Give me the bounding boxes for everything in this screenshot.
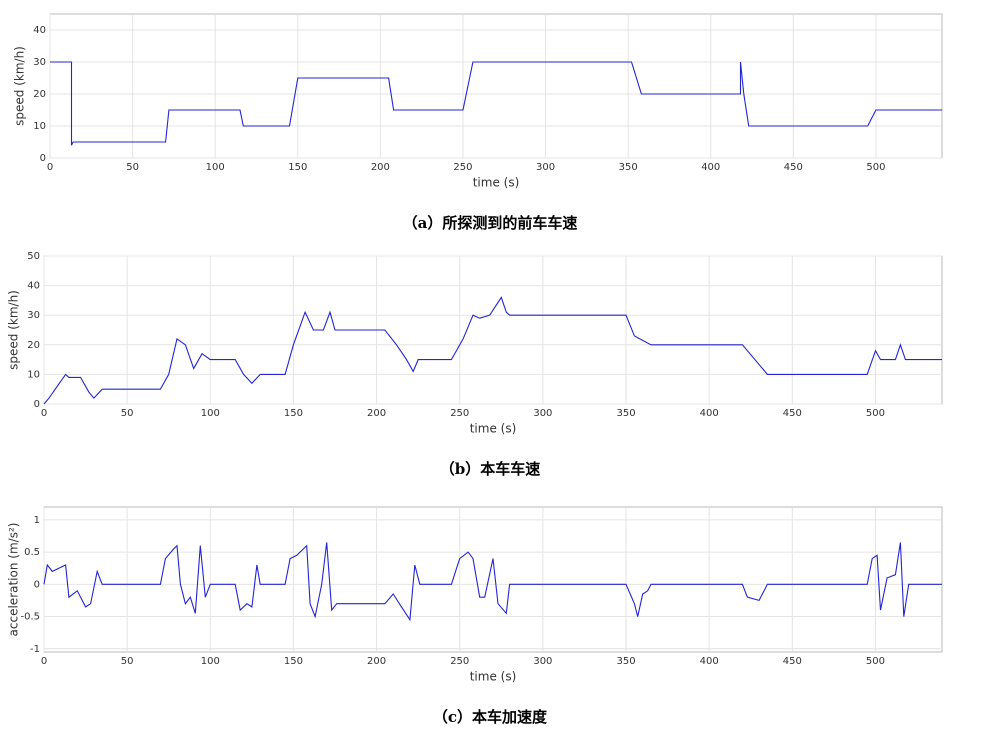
- y-axis-label: speed (km/h): [13, 46, 27, 126]
- caption: （b）本车车速: [440, 460, 541, 478]
- x-tick-label: 50: [126, 162, 139, 173]
- x-tick-label: 50: [121, 656, 134, 667]
- x-tick-label: 150: [284, 656, 303, 667]
- x-tick-label: 350: [616, 656, 635, 667]
- y-tick-label: 0.5: [24, 547, 40, 558]
- y-tick-label: -1: [30, 644, 40, 655]
- x-tick-label: 300: [533, 656, 552, 667]
- caption: （a）所探测到的前车车速: [403, 214, 578, 232]
- data-line: [43, 296, 942, 405]
- x-tick-label: 100: [206, 162, 225, 173]
- y-tick-label: 20: [33, 89, 46, 100]
- x-axis-label: time (s): [470, 670, 517, 684]
- plot-area: [43, 506, 943, 653]
- x-tick-label: 400: [700, 408, 719, 419]
- x-tick-label: 500: [866, 656, 885, 667]
- x-tick-label: 250: [450, 408, 469, 419]
- x-tick-label: 0: [41, 656, 47, 667]
- x-tick-label: 250: [450, 656, 469, 667]
- x-tick-label: 450: [783, 656, 802, 667]
- y-tick-label: 10: [33, 121, 46, 132]
- y-axis-label: acceleration (m/s²): [7, 523, 21, 637]
- x-tick-label: 200: [367, 656, 386, 667]
- x-tick-label: 300: [533, 408, 552, 419]
- y-tick-label: 50: [27, 251, 40, 262]
- x-axis-label: time (s): [473, 176, 520, 190]
- x-tick-label: 500: [866, 162, 885, 173]
- y-tick-label: 0: [34, 579, 40, 590]
- x-tick-label: 250: [453, 162, 472, 173]
- x-tick-label: 450: [783, 408, 802, 419]
- x-tick-label: 150: [284, 408, 303, 419]
- x-tick-label: 400: [700, 656, 719, 667]
- caption: （c）本车加速度: [433, 708, 548, 726]
- x-tick-label: 450: [784, 162, 803, 173]
- y-tick-label: -0.5: [20, 612, 40, 623]
- y-axis-label: speed (km/h): [7, 290, 21, 370]
- x-tick-label: 300: [536, 162, 555, 173]
- y-tick-label: 30: [27, 310, 40, 321]
- x-tick-label: 0: [41, 408, 47, 419]
- x-tick-label: 400: [701, 162, 720, 173]
- y-tick-label: 30: [33, 57, 46, 68]
- x-tick-label: 350: [616, 408, 635, 419]
- data-line: [43, 542, 942, 622]
- x-tick-label: 0: [47, 162, 53, 173]
- x-tick-label: 100: [201, 408, 220, 419]
- y-tick-label: 0: [40, 153, 46, 164]
- x-tick-label: 350: [619, 162, 638, 173]
- y-tick-label: 1: [34, 515, 40, 526]
- plot-area: [49, 13, 943, 159]
- x-axis-label: time (s): [470, 422, 517, 436]
- y-tick-label: 0: [34, 399, 40, 410]
- y-tick-label: 40: [27, 281, 40, 292]
- y-tick-label: 10: [27, 369, 40, 380]
- x-tick-label: 500: [866, 408, 885, 419]
- y-tick-label: 20: [27, 340, 40, 351]
- data-line: [50, 61, 942, 146]
- y-tick-label: 40: [33, 25, 46, 36]
- x-tick-label: 200: [371, 162, 390, 173]
- plot-area: [43, 255, 943, 405]
- x-tick-label: 200: [367, 408, 386, 419]
- x-tick-label: 50: [121, 408, 134, 419]
- x-tick-label: 150: [288, 162, 307, 173]
- x-tick-label: 100: [201, 656, 220, 667]
